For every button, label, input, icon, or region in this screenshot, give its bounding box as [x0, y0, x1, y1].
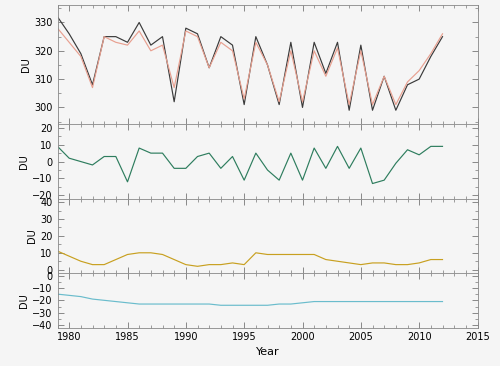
Y-axis label: DU: DU	[22, 57, 32, 72]
Y-axis label: DU: DU	[28, 228, 38, 243]
Y-axis label: DU: DU	[20, 293, 30, 308]
Y-axis label: DU: DU	[20, 154, 30, 169]
X-axis label: Year: Year	[256, 347, 280, 356]
